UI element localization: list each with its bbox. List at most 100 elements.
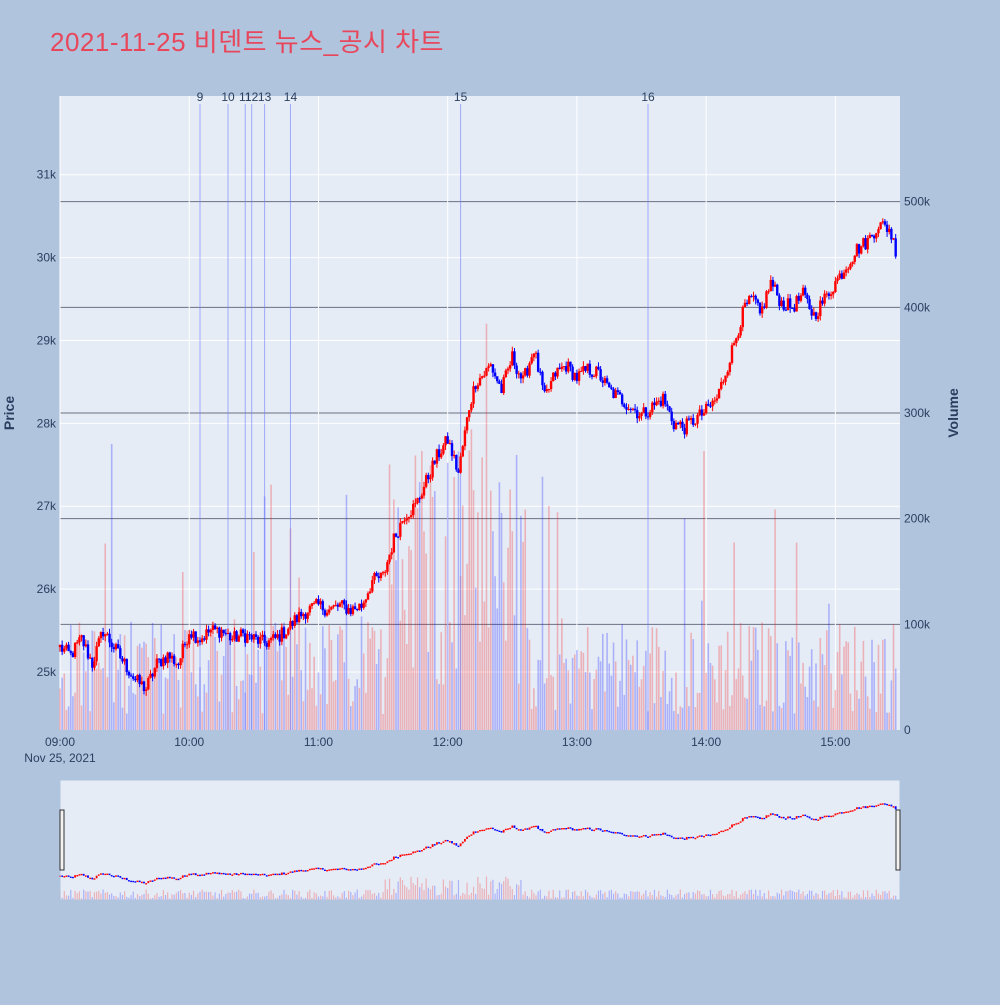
volume-bar bbox=[640, 679, 643, 730]
candle-body bbox=[349, 607, 352, 615]
candle-body bbox=[577, 371, 581, 381]
volume-bar bbox=[813, 700, 815, 730]
slider-candle bbox=[653, 834, 656, 836]
slider-volume-bar bbox=[85, 891, 87, 900]
slider-volume-bar bbox=[451, 880, 453, 900]
candle-body bbox=[399, 522, 402, 537]
slider-volume-bar bbox=[701, 894, 703, 900]
volume-bar bbox=[487, 627, 490, 730]
volume-bar bbox=[548, 505, 550, 730]
candle-body bbox=[252, 634, 256, 640]
slider-volume-bar bbox=[854, 895, 856, 900]
slider-volume-bar bbox=[597, 890, 600, 900]
price-tick-label: 26k bbox=[37, 582, 57, 596]
slider-volume-bar bbox=[617, 893, 619, 900]
slider-candle bbox=[268, 874, 270, 877]
slider-candle bbox=[390, 859, 393, 862]
candle-body bbox=[799, 295, 803, 301]
slider-volume-bar bbox=[80, 898, 83, 900]
slider-volume-bar bbox=[218, 893, 220, 900]
volume-bar bbox=[113, 702, 115, 730]
volume-bar bbox=[311, 688, 313, 730]
slider-candle bbox=[194, 873, 197, 876]
candle-body bbox=[816, 316, 820, 319]
candle-body bbox=[278, 634, 281, 642]
slider-volume-bar bbox=[358, 897, 360, 900]
slider-volume-bar bbox=[884, 891, 886, 900]
slider-candle bbox=[535, 825, 537, 828]
candle-body bbox=[304, 614, 307, 619]
slider-volume-bar bbox=[330, 890, 332, 900]
candle-body bbox=[575, 372, 579, 381]
slider-candle bbox=[156, 877, 158, 880]
candle-body bbox=[375, 572, 378, 577]
slider-volume-bar bbox=[238, 889, 240, 900]
slider-candle bbox=[341, 867, 344, 870]
slider-volume-bar bbox=[789, 889, 791, 900]
volume-bar bbox=[377, 649, 380, 730]
volume-bar bbox=[358, 687, 361, 730]
slider-volume-bar bbox=[740, 894, 742, 900]
candle-body bbox=[140, 681, 144, 685]
candle-body bbox=[312, 602, 316, 604]
candle-body bbox=[515, 365, 518, 374]
slider-volume-bar bbox=[828, 893, 830, 900]
volume-bar bbox=[80, 705, 83, 730]
slider-volume-bar bbox=[391, 894, 393, 900]
volume-bar bbox=[688, 706, 690, 730]
slider-volume-bar bbox=[220, 890, 223, 900]
candle-body bbox=[681, 421, 684, 428]
volume-bar bbox=[362, 653, 365, 730]
volume-bar bbox=[110, 443, 113, 730]
slider-volume-bar bbox=[867, 890, 869, 900]
slider-candle bbox=[724, 829, 727, 832]
slider-volume-bar bbox=[513, 895, 516, 900]
price-tick-label: 29k bbox=[37, 333, 57, 347]
slider-volume-bar bbox=[70, 889, 72, 900]
slider-volume-bar bbox=[630, 891, 632, 900]
slider-candle bbox=[371, 864, 374, 867]
slider-candle bbox=[838, 812, 841, 814]
slider-candle bbox=[520, 829, 522, 831]
slider-candle bbox=[209, 872, 212, 875]
price-tick-label: 28k bbox=[37, 416, 57, 430]
volume-bar bbox=[533, 688, 535, 730]
volume-bar bbox=[134, 694, 137, 730]
candle-body bbox=[132, 676, 135, 679]
slider-candle bbox=[541, 828, 544, 832]
slider-volume-bar bbox=[397, 881, 399, 900]
volume-bar bbox=[539, 660, 542, 730]
candle-body bbox=[78, 637, 81, 643]
slider-volume-bar bbox=[714, 897, 716, 900]
volume-bar bbox=[360, 616, 363, 730]
slider-volume-bar bbox=[735, 891, 737, 900]
slider-candle bbox=[179, 877, 182, 880]
volume-bar bbox=[69, 625, 72, 730]
slider-candle bbox=[489, 827, 492, 830]
volume-bar bbox=[388, 464, 391, 730]
slider-volume-bar bbox=[507, 878, 509, 900]
candle-body bbox=[853, 255, 856, 262]
volume-bar bbox=[806, 697, 809, 730]
slider-candle bbox=[300, 869, 303, 872]
slider-candle bbox=[845, 811, 848, 813]
slider-candle bbox=[528, 827, 531, 830]
candle-body bbox=[696, 415, 699, 424]
candle-body bbox=[748, 296, 751, 304]
slider-volume-bar bbox=[770, 896, 772, 900]
candle-body bbox=[306, 612, 309, 619]
slider-candle bbox=[104, 873, 107, 876]
slider-candle bbox=[119, 876, 122, 878]
volume-bar bbox=[757, 649, 759, 730]
candle-body bbox=[384, 571, 387, 573]
slider-candle bbox=[759, 817, 761, 820]
candle-body bbox=[138, 674, 141, 685]
slider-candle bbox=[812, 818, 815, 821]
slider-volume-bar bbox=[552, 889, 554, 900]
slider-candle bbox=[709, 834, 712, 837]
volume-bar bbox=[567, 670, 570, 730]
volume-bar bbox=[731, 695, 733, 730]
slider-candle bbox=[843, 812, 845, 814]
slider-volume-bar bbox=[274, 898, 276, 900]
slider-candle bbox=[778, 815, 781, 818]
